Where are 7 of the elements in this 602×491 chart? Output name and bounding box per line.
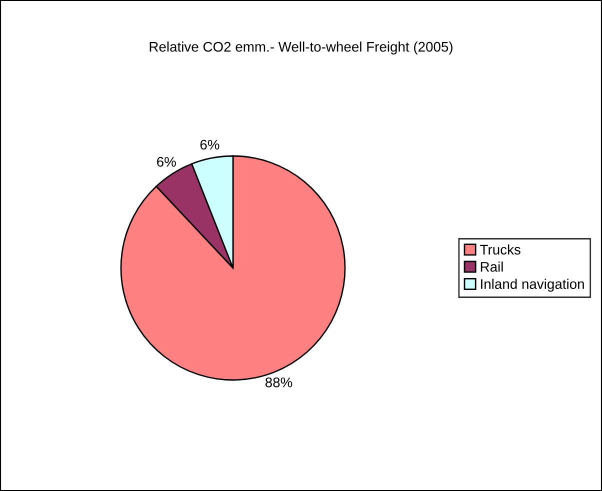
data-label: 6% xyxy=(200,140,220,150)
data-label: 6% xyxy=(157,156,176,167)
data-label: 88% xyxy=(265,377,292,388)
legend-label: Trucks xyxy=(480,244,520,255)
chart-title: Relative CO2 emm.- Well-to-wheel Freight (2005) xyxy=(150,42,452,54)
legend-label: Inland navigation xyxy=(481,278,584,292)
legend-label: Rail xyxy=(480,262,503,272)
